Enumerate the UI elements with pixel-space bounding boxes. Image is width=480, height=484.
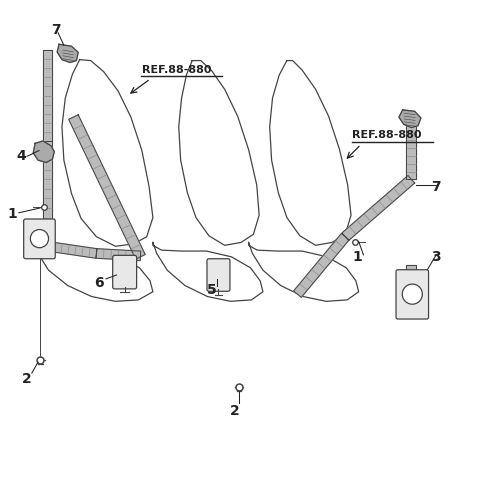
Text: 7: 7 [432, 180, 441, 194]
Text: 2: 2 [230, 403, 240, 417]
Circle shape [402, 285, 422, 304]
Text: 2: 2 [22, 371, 32, 385]
Polygon shape [43, 51, 52, 142]
Circle shape [30, 230, 48, 248]
Text: 3: 3 [432, 249, 441, 263]
Polygon shape [47, 242, 97, 258]
Polygon shape [69, 116, 145, 259]
Text: REF.88-880: REF.88-880 [142, 64, 211, 75]
Text: 4: 4 [16, 149, 25, 163]
Polygon shape [43, 142, 52, 227]
FancyBboxPatch shape [396, 270, 429, 319]
Text: 1: 1 [8, 206, 18, 220]
Polygon shape [96, 249, 141, 261]
Text: 1: 1 [352, 249, 362, 263]
Polygon shape [33, 142, 54, 163]
Polygon shape [406, 266, 416, 313]
Polygon shape [406, 118, 416, 180]
Text: 5: 5 [206, 283, 216, 297]
Text: 7: 7 [51, 22, 60, 36]
Text: REF.88-880: REF.88-880 [352, 130, 422, 140]
Polygon shape [294, 234, 349, 298]
Polygon shape [342, 176, 415, 241]
Text: 6: 6 [94, 275, 104, 289]
Polygon shape [399, 111, 421, 128]
FancyBboxPatch shape [207, 259, 230, 292]
FancyBboxPatch shape [113, 256, 137, 289]
FancyBboxPatch shape [24, 220, 55, 259]
Polygon shape [57, 45, 78, 63]
